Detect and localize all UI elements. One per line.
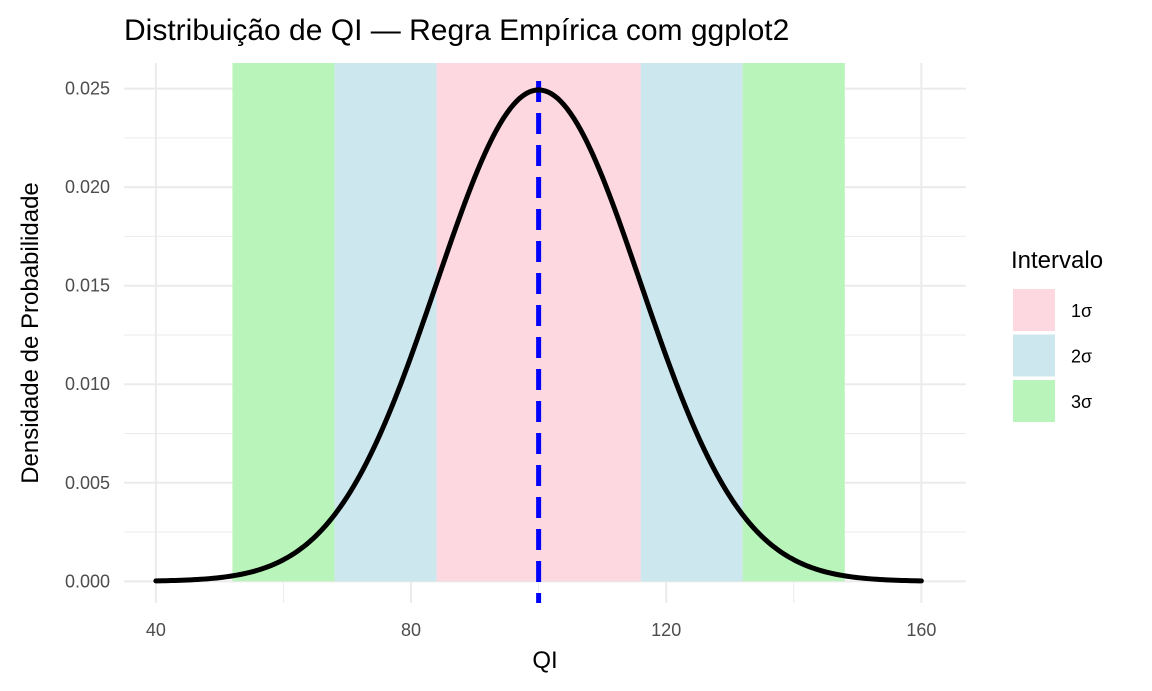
legend-label: 3σ: [1071, 392, 1092, 412]
y-tick-labels: 0.000 0.005 0.010 0.015 0.020 0.025: [65, 79, 110, 592]
sigma-bands: [232, 63, 845, 582]
legend-entries: 1σ 2σ 3σ: [1013, 289, 1092, 422]
y-tick-label: 0.015: [65, 276, 110, 296]
x-tick-label: 120: [651, 620, 681, 640]
x-axis-title: QI: [532, 647, 557, 674]
y-tick-label: 0.020: [65, 177, 110, 197]
legend: Intervalo 1σ 2σ 3σ: [1011, 247, 1103, 422]
y-tick-label: 0.000: [65, 571, 110, 591]
x-tick-labels: 40 80 120 160: [146, 620, 936, 640]
y-tick-label: 0.005: [65, 473, 110, 493]
x-tick-label: 160: [906, 620, 936, 640]
legend-label: 1σ: [1071, 301, 1092, 321]
y-axis-title: Densidade de Probabilidade: [17, 182, 44, 484]
y-tick-label: 0.025: [65, 79, 110, 99]
x-tick-label: 40: [146, 620, 166, 640]
legend-key-2sigma: [1013, 334, 1055, 377]
legend-title: Intervalo: [1011, 247, 1103, 274]
density-curve: [153, 87, 924, 584]
legend-key-3sigma: [1013, 380, 1055, 422]
legend-label: 2σ: [1071, 347, 1092, 367]
legend-key-1sigma: [1013, 289, 1055, 331]
chart-title: Distribuição de QI — Regra Empírica com …: [124, 14, 789, 47]
density-curve-group: [153, 87, 924, 584]
x-tick-label: 80: [401, 620, 421, 640]
y-tick-label: 0.010: [65, 374, 110, 394]
